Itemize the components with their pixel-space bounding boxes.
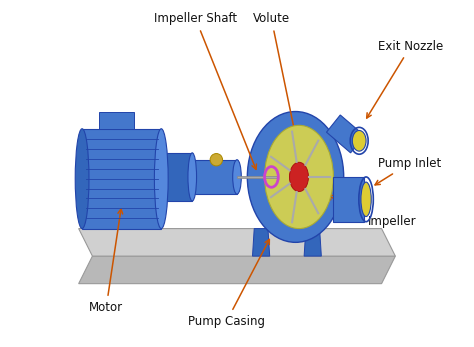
Polygon shape [79, 229, 395, 256]
Polygon shape [79, 256, 395, 283]
Polygon shape [333, 177, 365, 222]
Polygon shape [237, 176, 278, 178]
Text: Exit Nozzle: Exit Nozzle [367, 40, 443, 118]
Ellipse shape [264, 125, 333, 229]
Ellipse shape [233, 160, 241, 194]
Text: Impeller Shaft: Impeller Shaft [154, 12, 256, 169]
Polygon shape [161, 153, 192, 201]
Circle shape [210, 153, 222, 166]
Ellipse shape [155, 129, 168, 229]
Ellipse shape [290, 162, 309, 192]
Text: Motor: Motor [89, 209, 123, 314]
Ellipse shape [352, 130, 366, 151]
Text: Pump Casing: Pump Casing [188, 239, 269, 328]
Polygon shape [304, 229, 321, 256]
Text: Pump Inlet: Pump Inlet [375, 157, 441, 185]
Polygon shape [327, 115, 365, 153]
Ellipse shape [188, 153, 197, 201]
Polygon shape [82, 129, 161, 229]
Ellipse shape [361, 182, 371, 217]
Polygon shape [192, 160, 237, 194]
Ellipse shape [75, 129, 89, 229]
Polygon shape [253, 229, 270, 256]
Text: Volute: Volute [253, 12, 296, 131]
Ellipse shape [247, 111, 344, 242]
Text: Impeller: Impeller [327, 195, 417, 228]
Polygon shape [100, 111, 134, 129]
